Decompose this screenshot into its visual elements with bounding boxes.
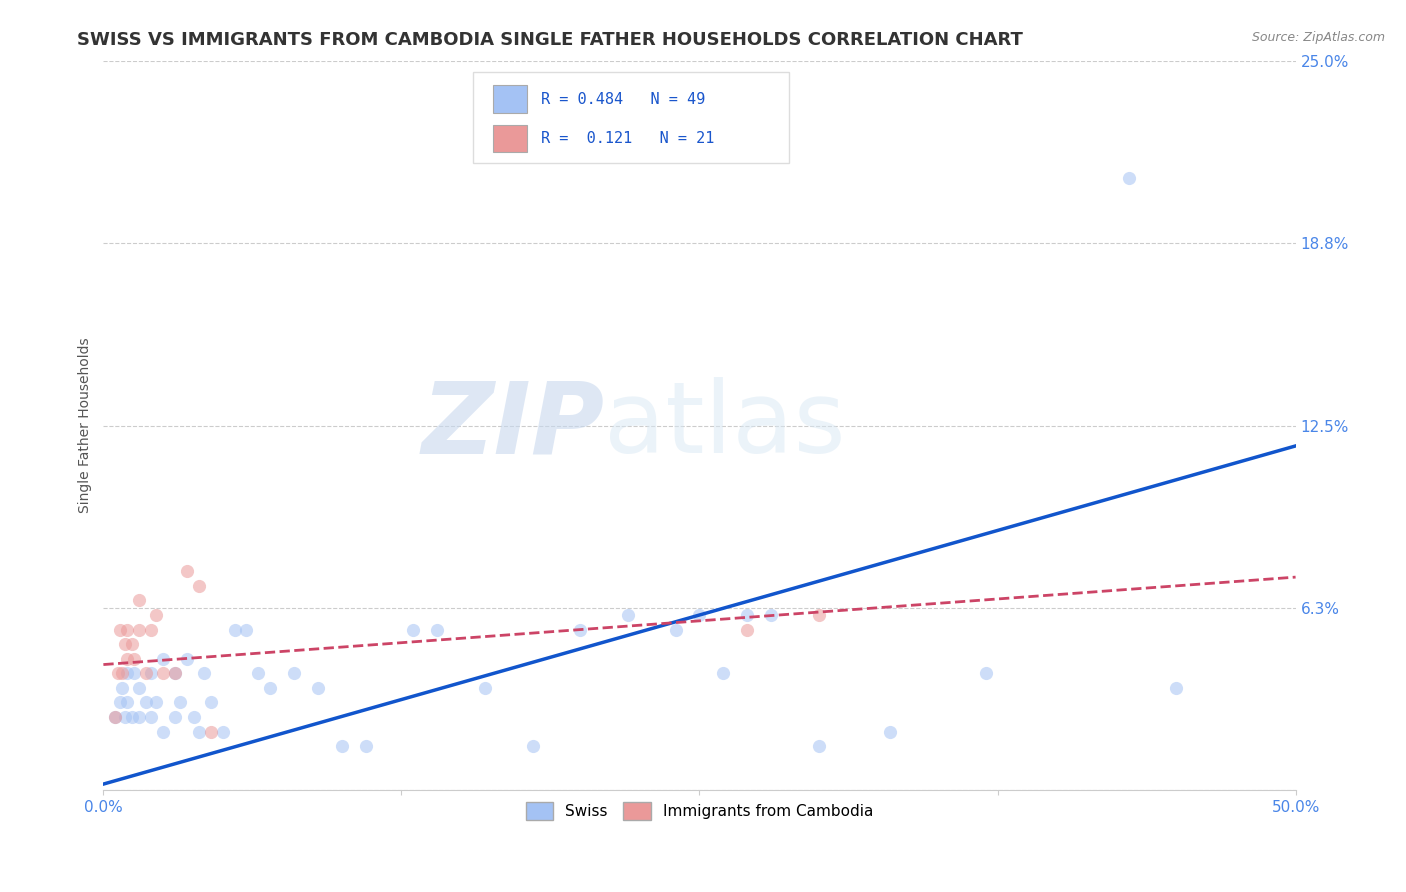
Text: Source: ZipAtlas.com: Source: ZipAtlas.com (1251, 31, 1385, 45)
Point (124, 666, 146, 681)
Point (128, 593, 150, 607)
Point (200, 696, 222, 710)
FancyBboxPatch shape (494, 125, 527, 153)
Point (974, 666, 997, 681)
Point (307, 681, 329, 695)
Point (145, 696, 167, 710)
Point (104, 710, 127, 724)
Point (735, 607, 758, 622)
Point (187, 724, 209, 739)
Point (474, 681, 496, 695)
Point (617, 607, 640, 622)
Point (139, 710, 162, 724)
Point (200, 724, 222, 739)
Point (104, 710, 127, 724)
Point (115, 696, 138, 710)
FancyBboxPatch shape (472, 72, 789, 163)
Point (879, 724, 901, 739)
Point (139, 623, 162, 637)
Point (1166, 681, 1188, 695)
Point (259, 681, 281, 695)
Point (211, 724, 233, 739)
Point (163, 710, 186, 724)
Point (1118, 170, 1140, 185)
Point (114, 710, 136, 724)
Point (247, 666, 270, 681)
Point (135, 696, 157, 710)
Point (187, 579, 209, 593)
Point (139, 666, 162, 681)
Point (121, 637, 143, 651)
Point (135, 666, 157, 681)
Point (330, 739, 353, 754)
Point (224, 623, 246, 637)
Y-axis label: Single Father Households: Single Father Households (79, 338, 93, 513)
Legend: Swiss, Immigrants from Cambodia: Swiss, Immigrants from Cambodia (520, 797, 879, 826)
Point (128, 710, 150, 724)
Point (176, 564, 198, 578)
Point (111, 666, 134, 681)
Point (114, 637, 136, 651)
Point (176, 651, 198, 665)
Text: ZIP: ZIP (422, 377, 605, 474)
Point (145, 607, 167, 622)
Point (183, 710, 205, 724)
Point (807, 607, 830, 622)
FancyBboxPatch shape (494, 86, 527, 113)
Point (665, 623, 688, 637)
Point (426, 623, 449, 637)
Point (152, 651, 174, 665)
Point (193, 666, 215, 681)
Point (402, 623, 425, 637)
Point (235, 623, 257, 637)
Point (759, 607, 782, 622)
Point (169, 696, 191, 710)
Point (124, 651, 146, 665)
Point (111, 681, 134, 695)
Point (108, 696, 131, 710)
Point (711, 666, 734, 681)
Point (108, 623, 131, 637)
Text: R = 0.484   N = 49: R = 0.484 N = 49 (541, 92, 706, 107)
Point (569, 623, 592, 637)
Point (128, 681, 150, 695)
Text: R =  0.121   N = 21: R = 0.121 N = 21 (541, 131, 714, 146)
Point (115, 651, 138, 665)
Point (807, 739, 830, 754)
Point (354, 739, 377, 754)
Point (735, 623, 758, 637)
Point (107, 666, 129, 681)
Point (283, 666, 305, 681)
Text: atlas: atlas (605, 377, 846, 474)
Point (152, 724, 174, 739)
Point (115, 666, 138, 681)
Point (115, 623, 138, 637)
Point (128, 623, 150, 637)
Point (121, 710, 143, 724)
Point (522, 739, 544, 754)
Point (163, 666, 186, 681)
Point (152, 666, 174, 681)
Point (688, 607, 710, 622)
Text: SWISS VS IMMIGRANTS FROM CAMBODIA SINGLE FATHER HOUSEHOLDS CORRELATION CHART: SWISS VS IMMIGRANTS FROM CAMBODIA SINGLE… (77, 31, 1024, 49)
Point (163, 666, 186, 681)
